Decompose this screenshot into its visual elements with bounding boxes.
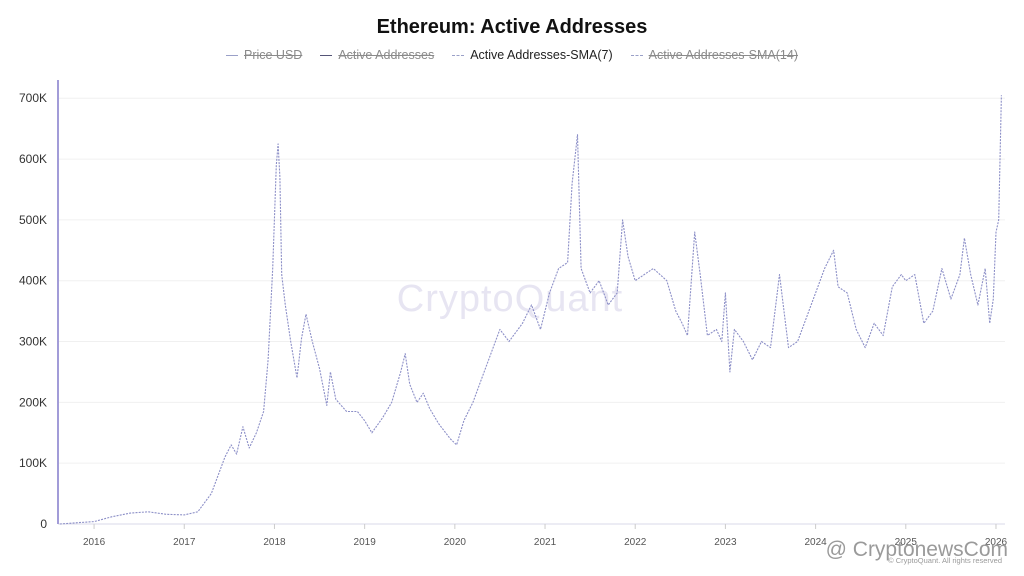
y-tick-label-3: 300K <box>19 335 47 349</box>
legend-item-price-usd[interactable]: Price USD <box>225 48 303 62</box>
x-tick-label-1: 2017 <box>173 537 196 548</box>
x-tick-label-2: 2018 <box>263 537 286 548</box>
legend-swatch-icon <box>225 54 238 56</box>
y-tick-label-0: 0 <box>40 517 47 531</box>
legend-label: Active Addresses-SMA(14) <box>648 48 798 62</box>
legend-item-active-addresses-sma14[interactable]: Active Addresses-SMA(14) <box>630 48 798 62</box>
legend-swatch-icon <box>320 54 333 56</box>
legend-item-active-addresses[interactable]: Active Addresses <box>320 48 434 62</box>
x-tick-label-0: 2016 <box>83 537 106 548</box>
legend: Price USD Active Addresses Active Addres… <box>0 48 1024 62</box>
x-tick-label-4: 2020 <box>444 537 467 548</box>
legend-label: Active Addresses <box>338 48 435 62</box>
y-tick-label-6: 600K <box>19 152 47 166</box>
x-tick-label-10: 2026 <box>985 537 1008 548</box>
axis-layer: 0 100K 200K 300K 400K 500K 600K 700K 2016 2017 201… <box>19 80 1008 548</box>
y-tick-label-1: 100K <box>19 456 47 470</box>
legend-swatch-icon <box>630 54 643 56</box>
x-tick-label-6: 2022 <box>624 537 647 548</box>
x-tick-label-9: 2025 <box>895 537 918 548</box>
x-tick-label-5: 2021 <box>534 537 557 548</box>
y-tick-label-5: 500K <box>19 213 47 227</box>
y-tick-label-4: 400K <box>19 274 47 288</box>
series-layer <box>59 95 1002 525</box>
y-tick-label-2: 200K <box>19 395 47 409</box>
x-tick-label-8: 2024 <box>804 537 827 548</box>
x-tick-label-7: 2023 <box>714 537 737 548</box>
legend-item-active-addresses-sma7[interactable]: Active Addresses-SMA(7) <box>452 48 613 62</box>
legend-swatch-icon <box>452 54 465 56</box>
chart-title: Ethereum: Active Addresses <box>376 16 648 38</box>
y-tick-label-7: 700K <box>19 91 47 105</box>
grid-layer <box>58 97 1005 464</box>
x-tick-label-3: 2019 <box>354 537 377 548</box>
legend-label: Price USD <box>243 48 303 62</box>
legend-label: Active Addresses-SMA(7) <box>470 48 613 62</box>
series-line-0 <box>59 95 1002 525</box>
